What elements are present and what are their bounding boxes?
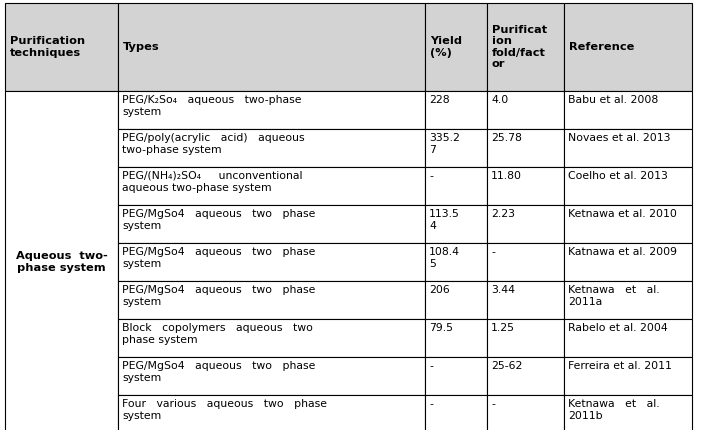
Bar — [118, 3, 425, 91]
Bar — [487, 281, 564, 319]
Bar — [118, 319, 425, 357]
Text: Babu et al. 2008: Babu et al. 2008 — [568, 95, 658, 105]
Text: Aqueous  two-
phase system: Aqueous two- phase system — [16, 251, 108, 273]
Bar — [425, 205, 487, 243]
Text: Four   various   aqueous   two   phase
system: Four various aqueous two phase system — [122, 399, 327, 421]
Bar — [487, 357, 564, 395]
Bar — [487, 205, 564, 243]
Bar — [118, 395, 425, 430]
Bar — [118, 167, 425, 205]
Bar — [118, 357, 425, 395]
Bar — [425, 281, 487, 319]
Text: -: - — [491, 399, 495, 409]
Bar — [118, 243, 425, 281]
Bar — [425, 319, 487, 357]
Text: Purification
techniques: Purification techniques — [10, 36, 85, 58]
Text: Rabelo et al. 2004: Rabelo et al. 2004 — [568, 323, 668, 333]
Text: 206: 206 — [429, 285, 449, 295]
Text: 79.5: 79.5 — [429, 323, 453, 333]
Bar — [487, 395, 564, 430]
Text: Ketnawa   et   al.
2011b: Ketnawa et al. 2011b — [568, 399, 660, 421]
Text: 25.78: 25.78 — [491, 133, 522, 143]
Bar — [564, 395, 692, 430]
Text: 228: 228 — [429, 95, 449, 105]
Bar — [564, 205, 692, 243]
Text: PEG/MgSo4   aqueous   two   phase
system: PEG/MgSo4 aqueous two phase system — [122, 209, 315, 231]
Bar — [118, 129, 425, 167]
Text: 3.44: 3.44 — [491, 285, 515, 295]
Bar — [425, 91, 487, 129]
Text: Reference: Reference — [569, 42, 635, 52]
Text: 11.80: 11.80 — [491, 171, 522, 181]
Text: Purificat
ion
fold/fact
or: Purificat ion fold/fact or — [492, 25, 547, 69]
Text: PEG/(NH₄)₂SO₄     unconventional
aqueous two-phase system: PEG/(NH₄)₂SO₄ unconventional aqueous two… — [122, 171, 302, 193]
Text: -: - — [429, 361, 433, 371]
Bar — [118, 91, 425, 129]
Text: Ferreira et al. 2011: Ferreira et al. 2011 — [568, 361, 672, 371]
Text: Types: Types — [123, 42, 159, 52]
Bar — [564, 319, 692, 357]
Bar — [487, 129, 564, 167]
Bar — [564, 129, 692, 167]
Text: -: - — [429, 399, 433, 409]
Bar — [425, 167, 487, 205]
Bar — [487, 243, 564, 281]
Text: 1.25: 1.25 — [491, 323, 515, 333]
Text: PEG/MgSo4   aqueous   two   phase
system: PEG/MgSo4 aqueous two phase system — [122, 247, 315, 269]
Bar — [425, 395, 487, 430]
Text: -: - — [491, 247, 495, 257]
Bar — [564, 3, 692, 91]
Text: PEG/MgSo4   aqueous   two   phase
system: PEG/MgSo4 aqueous two phase system — [122, 285, 315, 307]
Bar — [564, 357, 692, 395]
Text: Ketnawa   et   al.
2011a: Ketnawa et al. 2011a — [568, 285, 660, 307]
Text: Ketnawa et al. 2010: Ketnawa et al. 2010 — [568, 209, 677, 219]
Bar — [5, 91, 118, 430]
Bar — [487, 319, 564, 357]
Bar — [564, 281, 692, 319]
Bar — [487, 91, 564, 129]
Text: Katnawa et al. 2009: Katnawa et al. 2009 — [568, 247, 677, 257]
Bar — [425, 243, 487, 281]
Text: 25-62: 25-62 — [491, 361, 523, 371]
Text: 335.2
7: 335.2 7 — [429, 133, 460, 155]
Bar — [564, 167, 692, 205]
Bar — [425, 129, 487, 167]
Text: Block   copolymers   aqueous   two
phase system: Block copolymers aqueous two phase syste… — [122, 323, 313, 345]
Text: 2.23: 2.23 — [491, 209, 515, 219]
Text: PEG/K₂So₄   aqueous   two-phase
system: PEG/K₂So₄ aqueous two-phase system — [122, 95, 302, 117]
Bar — [5, 3, 118, 91]
Text: 108.4
5: 108.4 5 — [429, 247, 460, 269]
Text: -: - — [429, 171, 433, 181]
Text: Yield
(%): Yield (%) — [430, 36, 462, 58]
Bar — [425, 3, 487, 91]
Text: PEG/MgSo4   aqueous   two   phase
system: PEG/MgSo4 aqueous two phase system — [122, 361, 315, 383]
Bar — [487, 167, 564, 205]
Bar — [118, 205, 425, 243]
Text: Coelho et al. 2013: Coelho et al. 2013 — [568, 171, 668, 181]
Bar — [564, 91, 692, 129]
Bar — [487, 3, 564, 91]
Text: Novaes et al. 2013: Novaes et al. 2013 — [568, 133, 671, 143]
Text: PEG/poly(acrylic   acid)   aqueous
two-phase system: PEG/poly(acrylic acid) aqueous two-phase… — [122, 133, 304, 155]
Text: 4.0: 4.0 — [491, 95, 508, 105]
Bar — [564, 243, 692, 281]
Bar — [425, 357, 487, 395]
Text: 113.5
4: 113.5 4 — [429, 209, 460, 231]
Bar — [118, 281, 425, 319]
